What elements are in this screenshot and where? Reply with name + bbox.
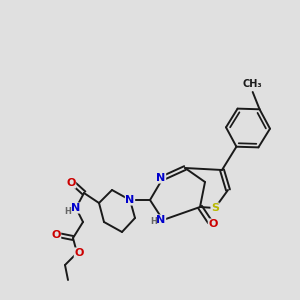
Text: O: O (208, 219, 218, 229)
Text: O: O (74, 248, 84, 258)
Text: N: N (71, 203, 81, 213)
Text: S: S (211, 203, 219, 213)
Text: H: H (151, 218, 158, 226)
Text: N: N (156, 173, 166, 183)
Text: O: O (51, 230, 61, 240)
Text: O: O (66, 178, 76, 188)
Text: CH₃: CH₃ (243, 79, 262, 89)
Text: N: N (125, 195, 135, 205)
Text: N: N (156, 215, 166, 225)
Text: H: H (64, 206, 71, 215)
